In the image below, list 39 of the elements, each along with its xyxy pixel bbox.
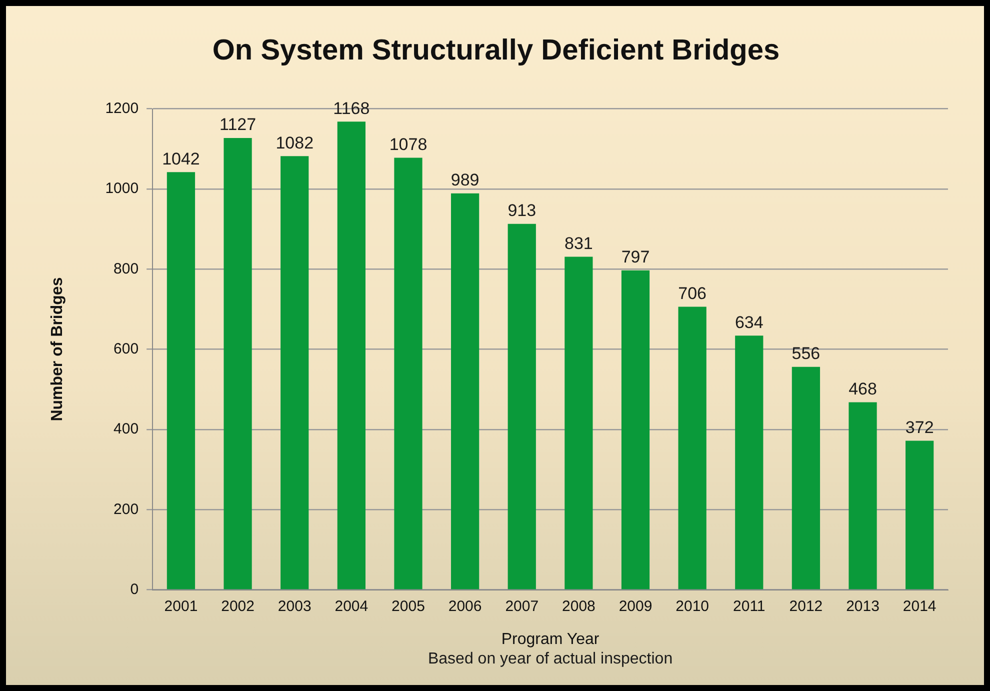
data-label: 1127 [220,115,256,134]
x-tick-label: 2008 [562,598,596,615]
y-tick-label: 1000 [105,180,139,198]
x-tick-label: 2005 [392,598,425,615]
data-label: 1078 [389,134,428,154]
x-tick-label: 2014 [902,598,936,615]
data-label: 1082 [276,133,314,152]
x-tick-label: 2003 [278,598,312,615]
chart-title: On System Structurally Deficient Bridges [212,34,780,66]
data-label: 1042 [162,149,200,168]
data-label: 797 [621,248,650,267]
x-tick-label: 2007 [505,598,539,615]
data-label: 831 [564,234,593,253]
x-tick-label: 2011 [733,598,766,615]
data-label: 913 [508,201,536,220]
y-tick-label: 800 [114,260,139,278]
data-label: 1168 [333,98,370,118]
x-tick-label: 2002 [221,598,254,615]
data-label: 706 [678,284,707,303]
y-tick-label: 600 [114,340,139,358]
y-tick-label: 1200 [105,100,139,117]
x-tick-label: 2004 [334,598,368,615]
x-tick-label: 2012 [789,598,823,615]
x-tick-label: 2010 [676,598,710,615]
data-label: 634 [734,312,764,332]
x-tick-label: 2013 [846,598,880,615]
x-tick-label: 2009 [618,598,652,615]
data-label: 468 [848,379,877,398]
y-tick-label: 0 [130,580,139,598]
x-axis-title: Program Year [501,630,600,648]
data-label: 372 [905,418,934,437]
text: Based on year of actual inspection [428,650,673,668]
y-tick-label: 200 [114,500,139,518]
y-axis-title: Number of Bridges [49,277,66,422]
x-tick-label: 2006 [448,598,482,615]
data-label: 989 [450,170,480,190]
data-label: 556 [792,344,820,364]
y-tick-label: 400 [114,420,139,438]
x-tick-label: 2001 [164,598,198,615]
